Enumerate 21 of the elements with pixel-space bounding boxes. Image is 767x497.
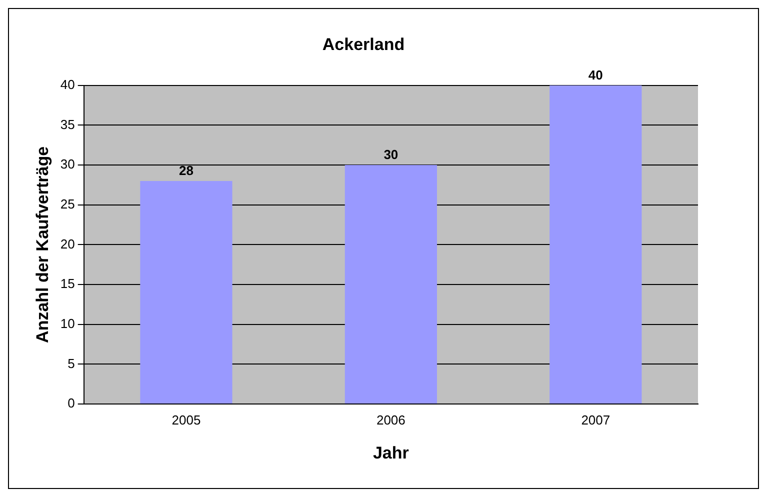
- y-tick-label: 35: [60, 116, 75, 132]
- data-label: 30: [384, 147, 398, 162]
- chart-title: Ackerland: [322, 34, 405, 54]
- y-tick-label: 5: [68, 356, 75, 371]
- y-tick-label: 30: [60, 156, 75, 172]
- data-label: 28: [178, 163, 194, 178]
- y-tick-label: 0: [68, 396, 75, 411]
- bar: [344, 165, 437, 404]
- bar: [550, 85, 642, 404]
- bar: [140, 180, 232, 404]
- y-tick-label: 25: [60, 196, 75, 212]
- y-axis-title: Anzahl der Kaufverträge: [32, 146, 52, 343]
- x-axis-title: Jahr: [372, 443, 410, 462]
- y-tick-label: 10: [60, 316, 75, 331]
- x-tick-label: 2007: [581, 412, 610, 428]
- y-tick-label: 20: [60, 236, 75, 252]
- data-label: 40: [588, 67, 603, 82]
- y-tick-label: 15: [60, 276, 75, 292]
- y-tick-label: 40: [60, 76, 75, 92]
- x-tick-label: 2005: [172, 412, 201, 428]
- x-tick-label: 2006: [376, 412, 406, 428]
